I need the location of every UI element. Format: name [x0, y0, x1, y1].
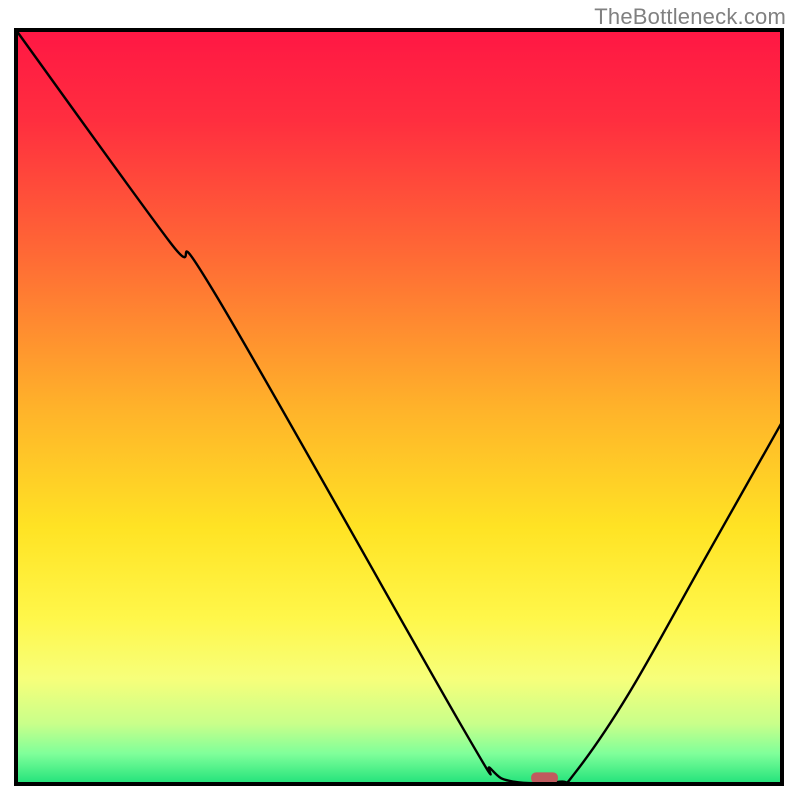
plot-area: [16, 30, 782, 784]
sweet-spot-marker: [531, 772, 558, 783]
bottleneck-chart: [0, 0, 800, 800]
watermark-text: TheBottleneck.com: [594, 4, 786, 30]
